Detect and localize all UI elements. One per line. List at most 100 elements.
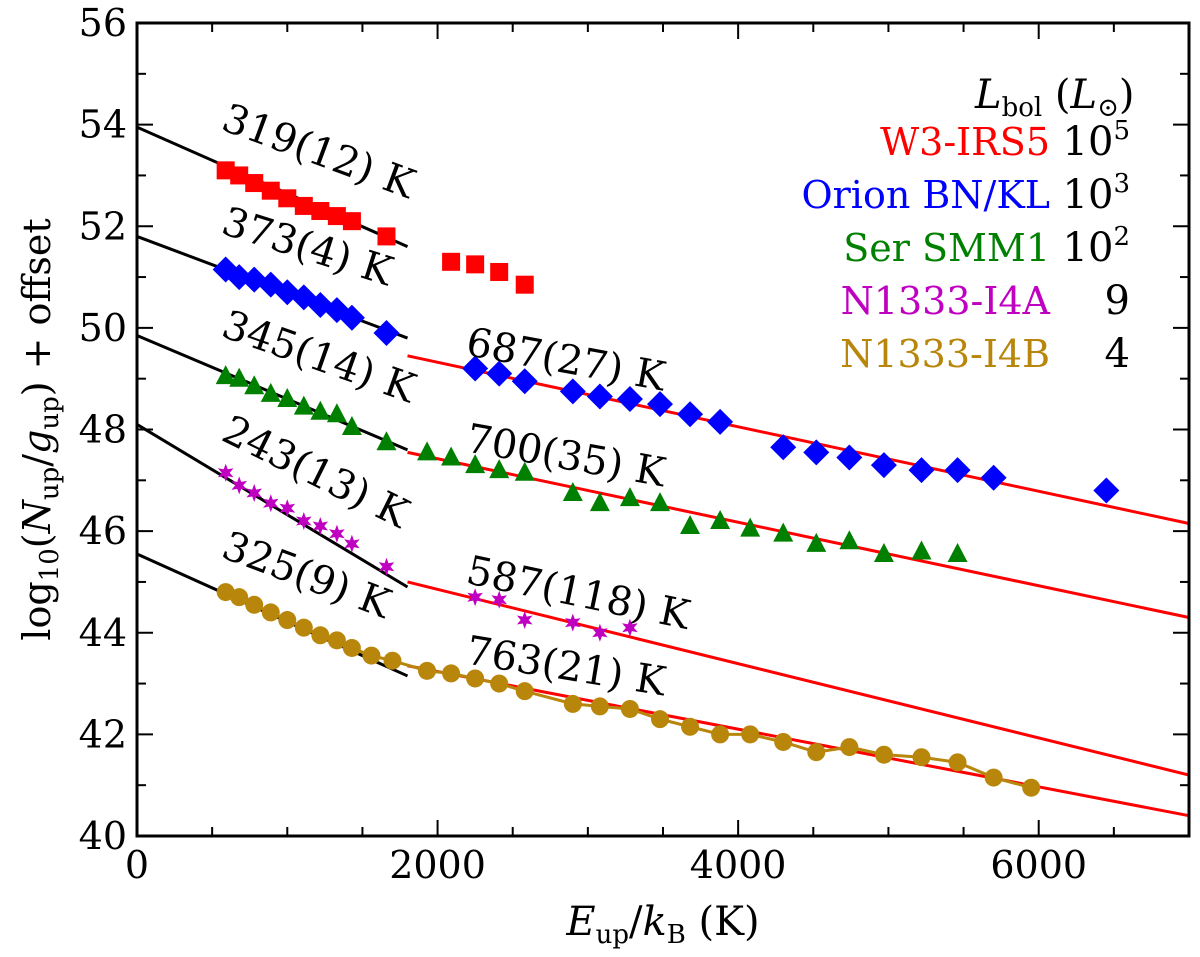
data-point-triangle [873,542,894,562]
y-tick-label: 46 [79,509,127,553]
x-tick-label: 6000 [990,843,1087,887]
data-point-circle [311,626,330,645]
data-point-circle [294,618,313,637]
fit-line [407,580,1190,777]
data-point-star [491,590,507,609]
data-point-diamond [1093,477,1120,504]
data-point-triangle [341,415,362,435]
series-n1333-i4b [216,583,1041,797]
data-point-circle [711,725,730,744]
data-point-diamond [586,383,613,410]
data-point-star [246,484,262,502]
data-point-triangle [489,459,510,479]
data-point-circle [840,738,859,757]
data-point-circle [807,743,826,762]
data-point-circle [1022,778,1041,797]
data-point-triangle [619,487,640,507]
data-point-star [622,618,638,637]
x-tick-label: 4000 [690,843,787,887]
x-axis-label: Eup/kB (K) [565,899,759,950]
data-point-triangle [326,403,347,423]
data-point-circle [327,631,346,650]
data-point-triangle [710,509,731,529]
data-point-circle [650,710,669,729]
legend-entry-n1333-i4a: N1333-I4A [841,279,1051,323]
data-point-circle [874,745,893,764]
data-point-circle [245,595,264,614]
y-axis-label: log10(Nup/gup) + offset [15,218,65,640]
data-point-circle [383,651,402,670]
data-point-star [592,623,608,642]
fit-label: 700(35) K [463,416,670,497]
data-point-square [311,202,330,221]
y-tick-label: 40 [79,814,127,858]
data-point-circle [418,661,437,680]
data-point-triangle [277,388,298,408]
fit-label: 325(9) K [216,523,398,628]
data-point-triangle [310,400,331,420]
data-point-diamond [677,401,704,428]
legend-entry-w3-irs5: W3-IRS5 [880,120,1050,164]
data-point-triangle [806,532,827,552]
data-point-diamond [486,360,513,387]
data-point-square [245,174,264,193]
data-point-triangle [680,515,701,535]
data-point-circle [261,603,280,622]
data-point-circle [681,717,700,736]
y-tick-label: 50 [79,306,127,350]
data-point-star [378,557,395,576]
data-point-circle [590,697,609,716]
data-point-star [231,476,247,495]
data-point-diamond [338,304,365,331]
series-ser-smm1 [215,365,968,562]
data-point-square [442,252,461,271]
data-point-square [261,181,280,200]
data-point-diamond [944,457,971,484]
data-point-star [296,512,312,530]
data-point-triangle [562,482,583,502]
legend-lbol-ser-smm1: 102 [1063,222,1130,271]
data-point-star [344,534,360,553]
series-w3-irs5 [216,161,534,294]
data-point-diamond [908,457,935,484]
data-point-triangle [839,530,860,550]
data-point-triangle [244,375,265,395]
x-tick-label: 2000 [389,843,486,887]
y-tick-label: 52 [79,204,127,248]
data-point-square [490,262,509,281]
data-point-triangle [911,540,932,560]
data-point-square [466,255,485,274]
data-point-triangle [293,395,314,415]
data-point-diamond [707,408,734,435]
data-point-diamond [870,452,897,479]
data-point-circle [774,732,793,751]
legend-lbol-orion-bn-kl: 103 [1063,169,1130,218]
data-point-square [230,166,249,185]
data-point-diamond [462,355,489,382]
y-tick-label: 44 [79,611,127,655]
data-point-circle [442,664,461,683]
data-point-triangle [229,367,250,387]
data-point-triangle [740,517,761,537]
data-point-circle [912,748,931,767]
data-point-diamond [511,368,538,395]
legend-entry-orion-bn-kl: Orion BN/KL [801,173,1050,217]
data-point-triangle [417,441,438,461]
data-point-square [377,227,396,246]
data-point-triangle [441,446,462,466]
data-point-triangle [649,492,670,512]
legend-entry-n1333-i4b: N1333-I4B [840,332,1050,376]
data-point-circle [278,611,297,630]
y-tick-label: 54 [79,103,127,147]
data-point-star [217,463,234,482]
data-point-circle [362,646,381,665]
legend-lbol-w3-irs5: 105 [1063,116,1130,165]
data-point-diamond [373,319,400,346]
series-n1333-i4a [217,463,638,642]
fit-label: 345(14) K [216,302,422,413]
data-point-circle [515,682,534,701]
data-point-diamond [836,444,863,471]
data-point-diamond [559,378,586,405]
data-point-square [278,189,297,208]
data-point-circle [620,699,639,718]
